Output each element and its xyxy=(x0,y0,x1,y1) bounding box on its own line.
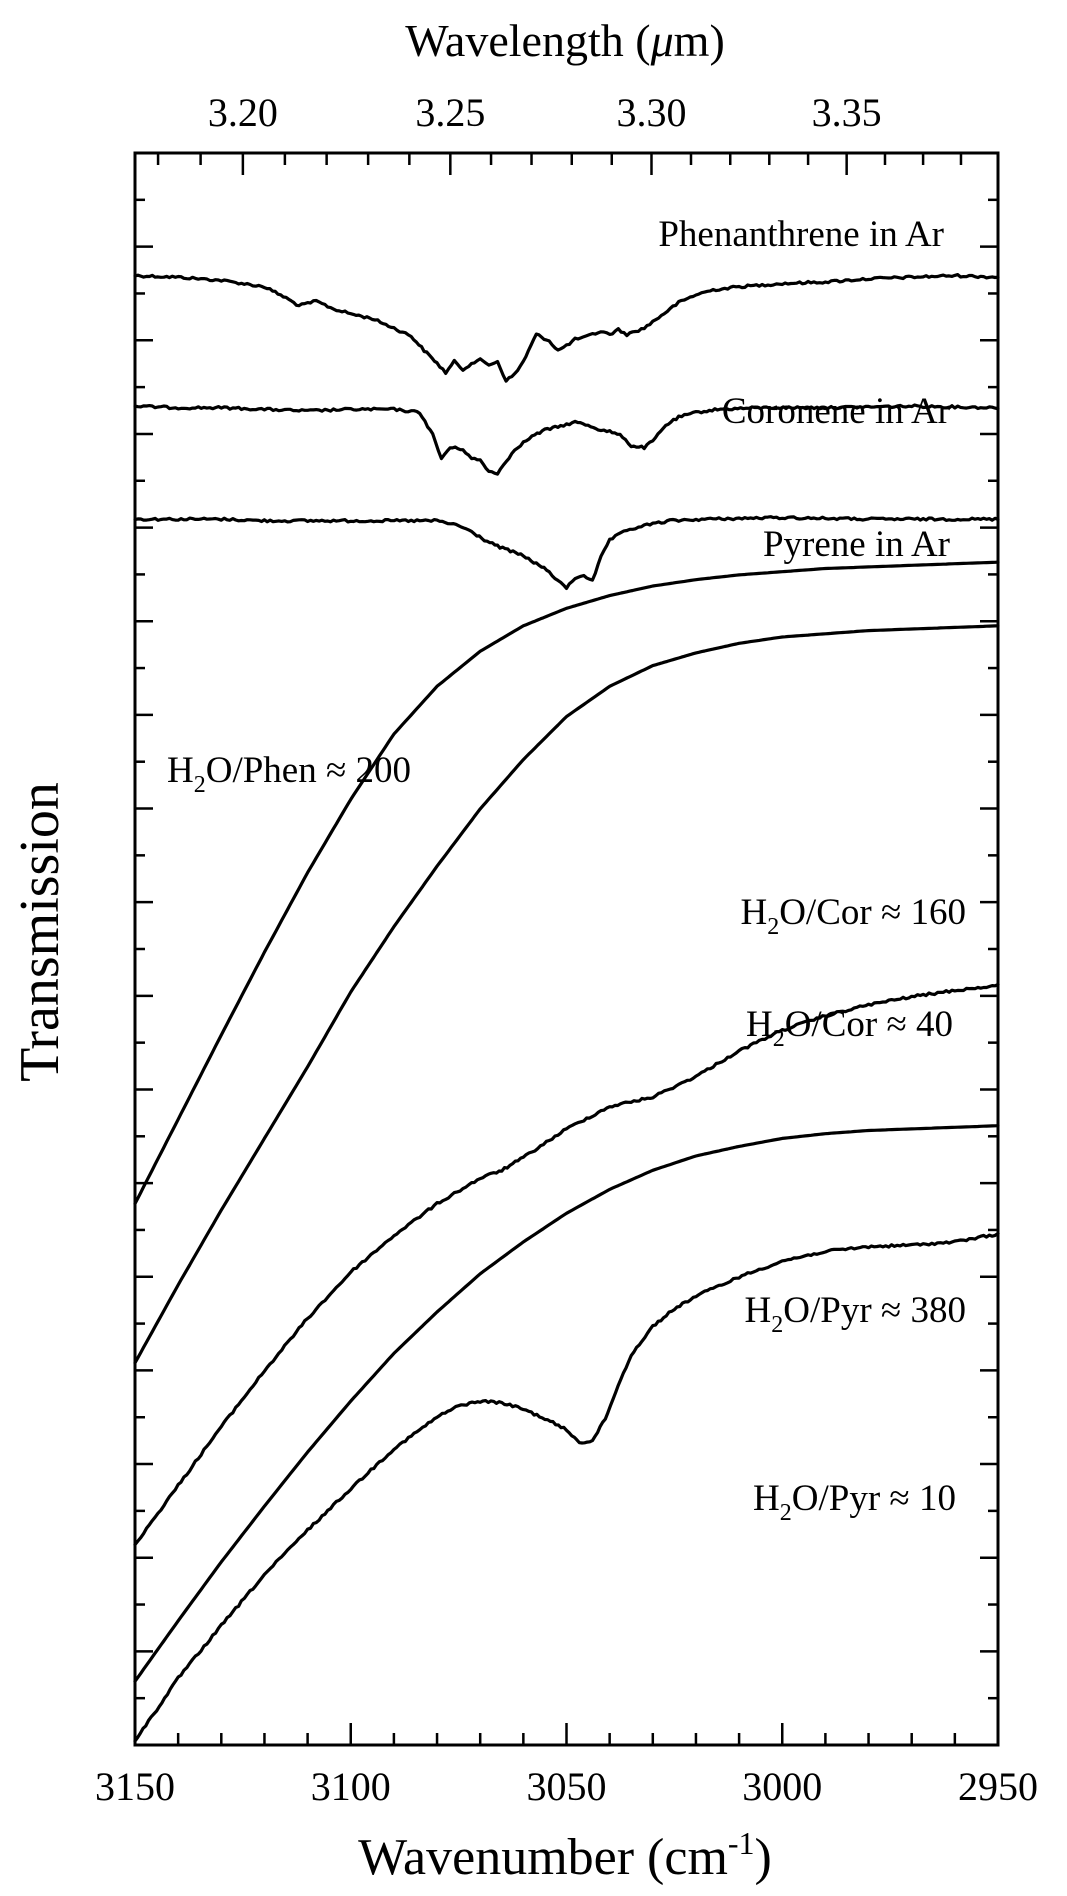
x-tick-label: 3150 xyxy=(95,1764,175,1809)
x-tick-label: 3000 xyxy=(742,1764,822,1809)
annotation-h2o-phen-200: H2O/Phen ≈ 200 xyxy=(167,750,411,798)
annotation-h2o-pyr-10: H2O/Pyr ≈ 10 xyxy=(753,1478,956,1526)
annotation-h2o-cor-160: H2O/Cor ≈ 160 xyxy=(740,892,966,940)
series-layer xyxy=(133,273,1000,1743)
axis-tick-labels: 3150 3100 3050 3000 2950 3.20 3.25 3.30 3.35 xyxy=(95,90,1038,1809)
x-tick-label: 3100 xyxy=(311,1764,391,1809)
axis-ticks xyxy=(133,153,1000,1745)
top-tick-label: 3.25 xyxy=(415,90,485,135)
x-axis-title: Wavenumber (cm-1) xyxy=(358,1825,772,1886)
annotation-pyrene-in-ar: Pyrene in Ar xyxy=(763,524,950,565)
top-axis-title: Wavelength (μm) xyxy=(405,15,725,66)
annotation-h2o-cor-40: H2O/Cor ≈ 40 xyxy=(746,1004,953,1052)
series-h-o-phen-200 xyxy=(133,560,1000,1206)
x-tick-label: 2950 xyxy=(958,1764,1038,1809)
top-tick-label: 3.20 xyxy=(208,90,278,135)
series-h-o-pyr-380 xyxy=(133,1124,1000,1683)
series-phenanthrene-in-ar xyxy=(133,273,1000,383)
top-tick-label: 3.35 xyxy=(812,90,882,135)
series-h-o-cor-160 xyxy=(133,624,1000,1365)
series-pyrene-in-ar xyxy=(133,515,1000,590)
annotation-h2o-pyr-380: H2O/Pyr ≈ 380 xyxy=(745,1290,966,1338)
series-h-o-pyr-10 xyxy=(133,1231,1000,1743)
series-coronene-in-ar xyxy=(133,403,1000,476)
x-tick-label: 3050 xyxy=(527,1764,607,1809)
series-h-o-cor-40 xyxy=(133,982,1000,1547)
y-axis-title: Transmission xyxy=(9,782,71,1082)
annotation-coronene-in-ar: Coronene in Ar xyxy=(722,391,950,432)
annotation-phenanthrene-in-ar: Phenanthrene in Ar xyxy=(658,214,944,255)
top-tick-label: 3.30 xyxy=(616,90,686,135)
